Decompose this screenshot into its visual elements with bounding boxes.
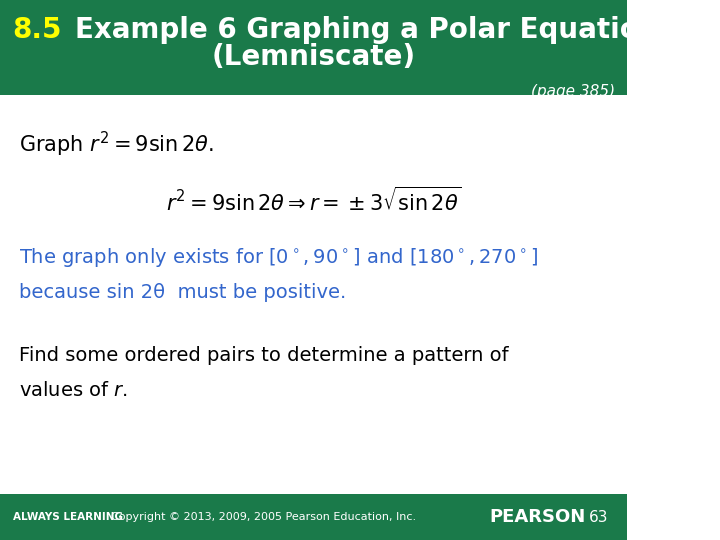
Text: ALWAYS LEARNING: ALWAYS LEARNING <box>12 512 122 522</box>
Text: PEARSON: PEARSON <box>490 508 585 526</box>
FancyBboxPatch shape <box>0 0 627 94</box>
Text: Example 6 Graphing a Polar Equation: Example 6 Graphing a Polar Equation <box>76 16 659 44</box>
Text: Copyright © 2013, 2009, 2005 Pearson Education, Inc.: Copyright © 2013, 2009, 2005 Pearson Edu… <box>111 512 416 522</box>
Text: Graph $r^2 = 9\sin 2\theta.$: Graph $r^2 = 9\sin 2\theta.$ <box>19 130 214 159</box>
Text: because sin 2θ  must be positive.: because sin 2θ must be positive. <box>19 284 346 302</box>
Text: The graph only exists for $[0^\circ, 90^\circ]$ and $[180^\circ, 270^\circ]$: The graph only exists for $[0^\circ, 90^… <box>19 246 538 269</box>
Text: values of $r$.: values of $r$. <box>19 381 127 400</box>
Text: (page 385): (page 385) <box>531 84 615 99</box>
Text: 63: 63 <box>589 510 608 524</box>
Text: Find some ordered pairs to determine a pattern of: Find some ordered pairs to determine a p… <box>19 346 508 365</box>
FancyBboxPatch shape <box>0 494 627 540</box>
Text: 8.5: 8.5 <box>12 16 62 44</box>
Text: $r^2 = 9\sin 2\theta \Rightarrow r = \pm 3\sqrt{\sin 2\theta}$: $r^2 = 9\sin 2\theta \Rightarrow r = \pm… <box>166 186 462 215</box>
Text: (Lemniscate): (Lemniscate) <box>212 43 415 71</box>
